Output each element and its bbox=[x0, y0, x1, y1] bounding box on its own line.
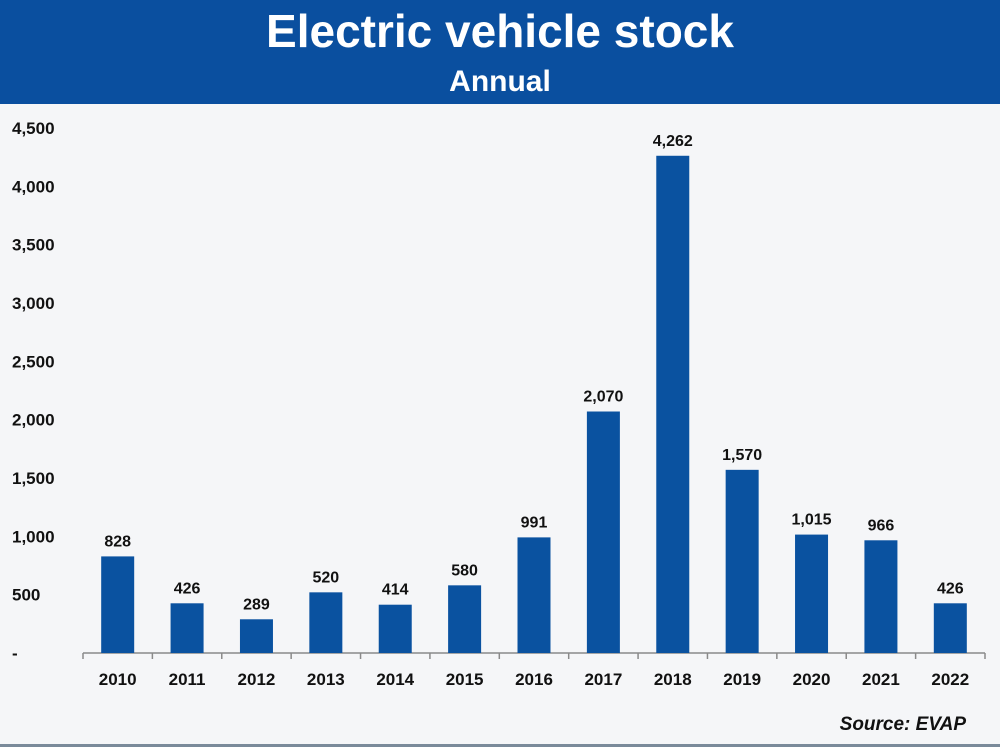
bar bbox=[309, 592, 343, 653]
x-tick-label: 2019 bbox=[723, 670, 761, 689]
data-label: 414 bbox=[382, 582, 409, 599]
data-label: 1,015 bbox=[792, 512, 832, 529]
data-label: 966 bbox=[868, 517, 895, 534]
x-tick-label: 2017 bbox=[584, 670, 622, 689]
bar bbox=[239, 619, 273, 653]
y-tick-label: 3,500 bbox=[12, 236, 55, 255]
bar bbox=[378, 604, 412, 653]
y-tick-label: 2,500 bbox=[12, 352, 55, 371]
bar bbox=[795, 534, 829, 653]
data-label: 289 bbox=[243, 596, 270, 613]
bar bbox=[656, 155, 690, 653]
bar bbox=[517, 537, 551, 653]
x-tick-label: 2010 bbox=[99, 670, 137, 689]
data-label: 580 bbox=[451, 562, 478, 579]
y-tick-label: 500 bbox=[12, 586, 40, 605]
data-label: 1,570 bbox=[722, 447, 762, 464]
y-tick-label: 4,000 bbox=[12, 177, 55, 196]
data-label: 4,262 bbox=[653, 133, 693, 150]
y-tick-label: 3,000 bbox=[12, 294, 55, 313]
y-tick-label: 4,500 bbox=[12, 119, 55, 138]
data-label: 426 bbox=[174, 580, 201, 597]
bar bbox=[101, 556, 135, 653]
x-tick-label: 2018 bbox=[654, 670, 692, 689]
data-label: 991 bbox=[521, 514, 548, 531]
bar bbox=[170, 603, 204, 653]
y-tick-label: - bbox=[12, 644, 18, 663]
bar bbox=[864, 540, 898, 653]
chart-subtitle: Annual bbox=[449, 65, 551, 98]
chart-title: Electric vehicle stock bbox=[266, 5, 734, 57]
y-tick-label: 1,000 bbox=[12, 527, 55, 546]
bottom-border bbox=[0, 744, 1000, 747]
data-label: 426 bbox=[937, 580, 964, 597]
x-tick-label: 2015 bbox=[446, 670, 484, 689]
x-tick-label: 2020 bbox=[793, 670, 831, 689]
chart-header: Electric vehicle stock Annual bbox=[0, 0, 1000, 104]
data-label: 828 bbox=[104, 533, 131, 550]
bar-chart: - 500 1,000 1,500 2,000 2,500 3,000 3,500 4,000 4… bbox=[12, 119, 986, 689]
x-tick-label: 2013 bbox=[307, 670, 345, 689]
x-tick-label: 2012 bbox=[238, 670, 276, 689]
x-tick-label: 2014 bbox=[376, 670, 414, 689]
bar bbox=[725, 469, 759, 653]
bar bbox=[448, 585, 482, 653]
y-tick-label: 2,000 bbox=[12, 411, 55, 430]
x-tick-label: 2011 bbox=[169, 670, 206, 689]
y-tick-label: 1,500 bbox=[12, 469, 55, 488]
data-label: 520 bbox=[312, 569, 339, 586]
source-note: Source: EVAP bbox=[839, 714, 966, 735]
x-tick-label: 2022 bbox=[931, 670, 969, 689]
bar bbox=[586, 411, 620, 653]
x-tick-label: 2021 bbox=[862, 670, 900, 689]
x-tick-label: 2016 bbox=[515, 670, 553, 689]
data-label: 2,070 bbox=[583, 389, 623, 406]
bar bbox=[933, 603, 967, 653]
